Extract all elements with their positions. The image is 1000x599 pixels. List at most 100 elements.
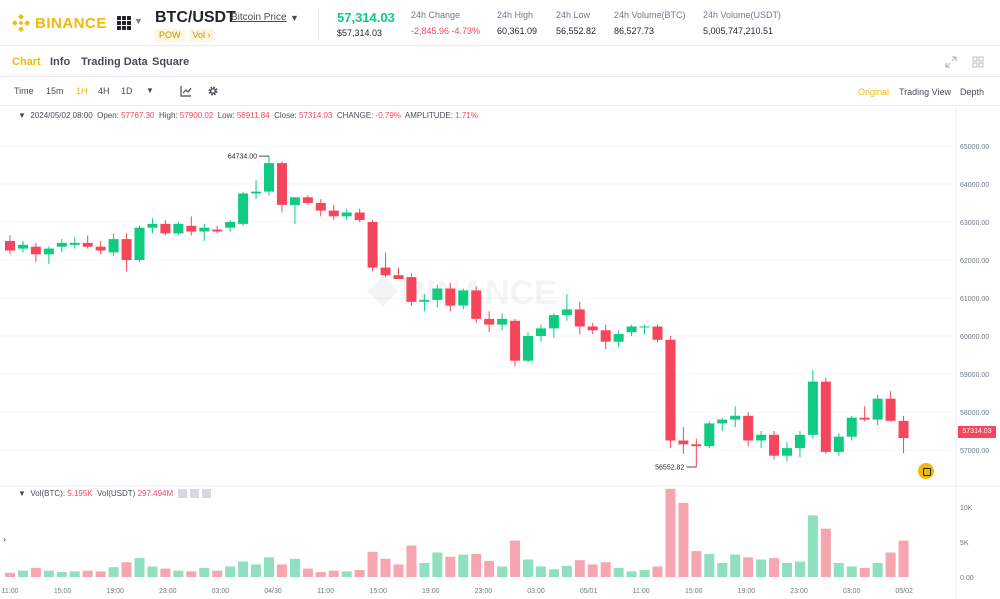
pair-price-link[interactable]: Bitcoin Price	[231, 12, 287, 23]
tab-trading-data[interactable]: Trading Data	[81, 56, 148, 68]
candle-body	[652, 326, 663, 340]
time-tick-label: 11:00	[633, 588, 650, 595]
candle-body	[264, 163, 274, 192]
vol-usdt-label: Vol(USDT)	[97, 489, 136, 498]
time-tick-label: 19:00	[738, 588, 756, 595]
price-tick-label: 57000.00	[960, 448, 989, 455]
volume-bar	[833, 563, 844, 577]
volume-bar	[678, 502, 689, 577]
interval-1h[interactable]: 1H	[76, 86, 88, 96]
candle-body	[289, 197, 300, 205]
ohlc-change-label: CHANGE:	[336, 111, 374, 120]
view-original[interactable]: Original	[858, 87, 890, 97]
tag-vol[interactable]: Vol ›	[188, 29, 215, 42]
candle-body	[95, 246, 106, 251]
chart-toolbar: Time 15m 1H 4H 1D ▼ Original Trading Vie…	[0, 78, 1000, 106]
settings-small-icon[interactable]	[190, 489, 200, 499]
interval-more-chevron-icon[interactable]: ▼	[146, 86, 154, 95]
candle-body	[885, 398, 896, 421]
time-tick-label: 11:00	[317, 588, 334, 595]
time-tick-label: 19:00	[422, 588, 440, 595]
price-tick-label: 59000.00	[960, 372, 989, 379]
fullscreen-icon[interactable]	[945, 56, 957, 68]
candle-body	[756, 434, 767, 441]
interval-1d[interactable]: 1D	[121, 86, 133, 96]
volume-tick-label: 0.00	[960, 575, 974, 582]
interval-4h[interactable]: 4H	[98, 86, 110, 96]
volume-caret-icon[interactable]: ▼	[18, 489, 26, 498]
tab-square[interactable]: Square	[152, 56, 190, 68]
volume-bar	[238, 561, 249, 577]
candle-body	[497, 318, 508, 325]
low-marker-label: 56552.82	[655, 464, 684, 471]
volume-bar	[5, 572, 15, 577]
candles	[5, 156, 909, 467]
time-tick-label: 03:00	[212, 588, 230, 595]
volume-bar	[43, 570, 54, 577]
candle-body	[846, 417, 857, 437]
volume-bar	[17, 570, 28, 577]
chevron-down-icon[interactable]: ▼	[134, 16, 143, 26]
stat-value: -2,845.96 -4.73%	[411, 26, 481, 36]
close-small-icon[interactable]	[202, 489, 212, 499]
vol-usdt: 297.494M	[137, 489, 174, 498]
volume-bar	[484, 560, 495, 577]
candle-body	[561, 309, 572, 316]
tag-pow[interactable]: POW	[155, 29, 185, 42]
candle-body	[225, 222, 236, 228]
volume-bar	[341, 571, 352, 577]
collapse-chevron-icon[interactable]: ›	[3, 534, 6, 544]
vol-btc-label: Vol(BTC):	[30, 489, 66, 498]
binance-logo[interactable]: BINANCE	[12, 12, 107, 34]
time-tick-label: 15:00	[54, 588, 72, 595]
layout-grid-icon[interactable]	[972, 56, 984, 68]
candle-body	[173, 223, 184, 234]
view-depth[interactable]: Depth	[960, 87, 985, 97]
volume-bar	[820, 528, 831, 577]
candle-body	[367, 222, 378, 268]
volume-bar	[30, 567, 41, 577]
volume-bar	[432, 552, 443, 577]
legend-caret-icon[interactable]: ▼	[18, 111, 26, 120]
floating-action-icon[interactable]	[918, 463, 934, 479]
volume-bar	[302, 568, 313, 577]
candle-body	[782, 448, 792, 456]
stat-value: 86,527.73	[614, 26, 655, 36]
price-chart[interactable]: BINANCE 65000.0064000.0063000.0062000.00…	[0, 107, 1000, 599]
interval-15m[interactable]: 15m	[46, 86, 64, 96]
volume-bar	[898, 540, 909, 577]
settings-icon[interactable]	[207, 85, 219, 97]
candle-body	[380, 267, 391, 276]
indicators-icon[interactable]	[180, 85, 192, 97]
volume-bar	[264, 557, 274, 577]
volume-bar	[497, 566, 508, 577]
volume-bar	[56, 572, 67, 577]
candle-body	[315, 203, 326, 211]
candle-body	[445, 288, 456, 306]
price-tick-label: 60000.00	[960, 334, 989, 341]
view-trading-view[interactable]: Trading View	[899, 87, 952, 97]
tab-chart[interactable]: Chart	[12, 56, 41, 68]
volume-legend: ▼ Vol(BTC): 5.195K Vol(USDT) 297.494M	[18, 489, 212, 499]
candle-body	[471, 290, 482, 319]
interval-time[interactable]: Time	[14, 86, 34, 96]
stat-label: 24h Volume(USDT)	[703, 10, 782, 20]
volume-bar	[419, 563, 430, 577]
tab-info[interactable]: Info	[50, 56, 71, 68]
volume-bar	[69, 571, 80, 577]
stat-label: 24h Volume(BTC)	[614, 10, 686, 20]
eye-icon[interactable]	[178, 489, 188, 499]
apps-grid-icon[interactable]	[117, 16, 131, 30]
candle-body	[523, 336, 533, 361]
extreme-markers: 64734.00 56552.82	[228, 154, 697, 471]
volume-bar	[134, 558, 145, 577]
candle-body	[548, 315, 559, 329]
volume-bar	[574, 560, 585, 577]
volume-bar	[794, 561, 805, 577]
candle-body	[432, 288, 443, 300]
price-tick-label: 63000.00	[960, 220, 989, 227]
volume-bar	[354, 570, 365, 577]
pair-chevron-down-icon[interactable]: ▼	[290, 13, 299, 23]
stat-value: 5,005,747,210.51	[703, 26, 774, 36]
candle-body	[613, 334, 624, 342]
